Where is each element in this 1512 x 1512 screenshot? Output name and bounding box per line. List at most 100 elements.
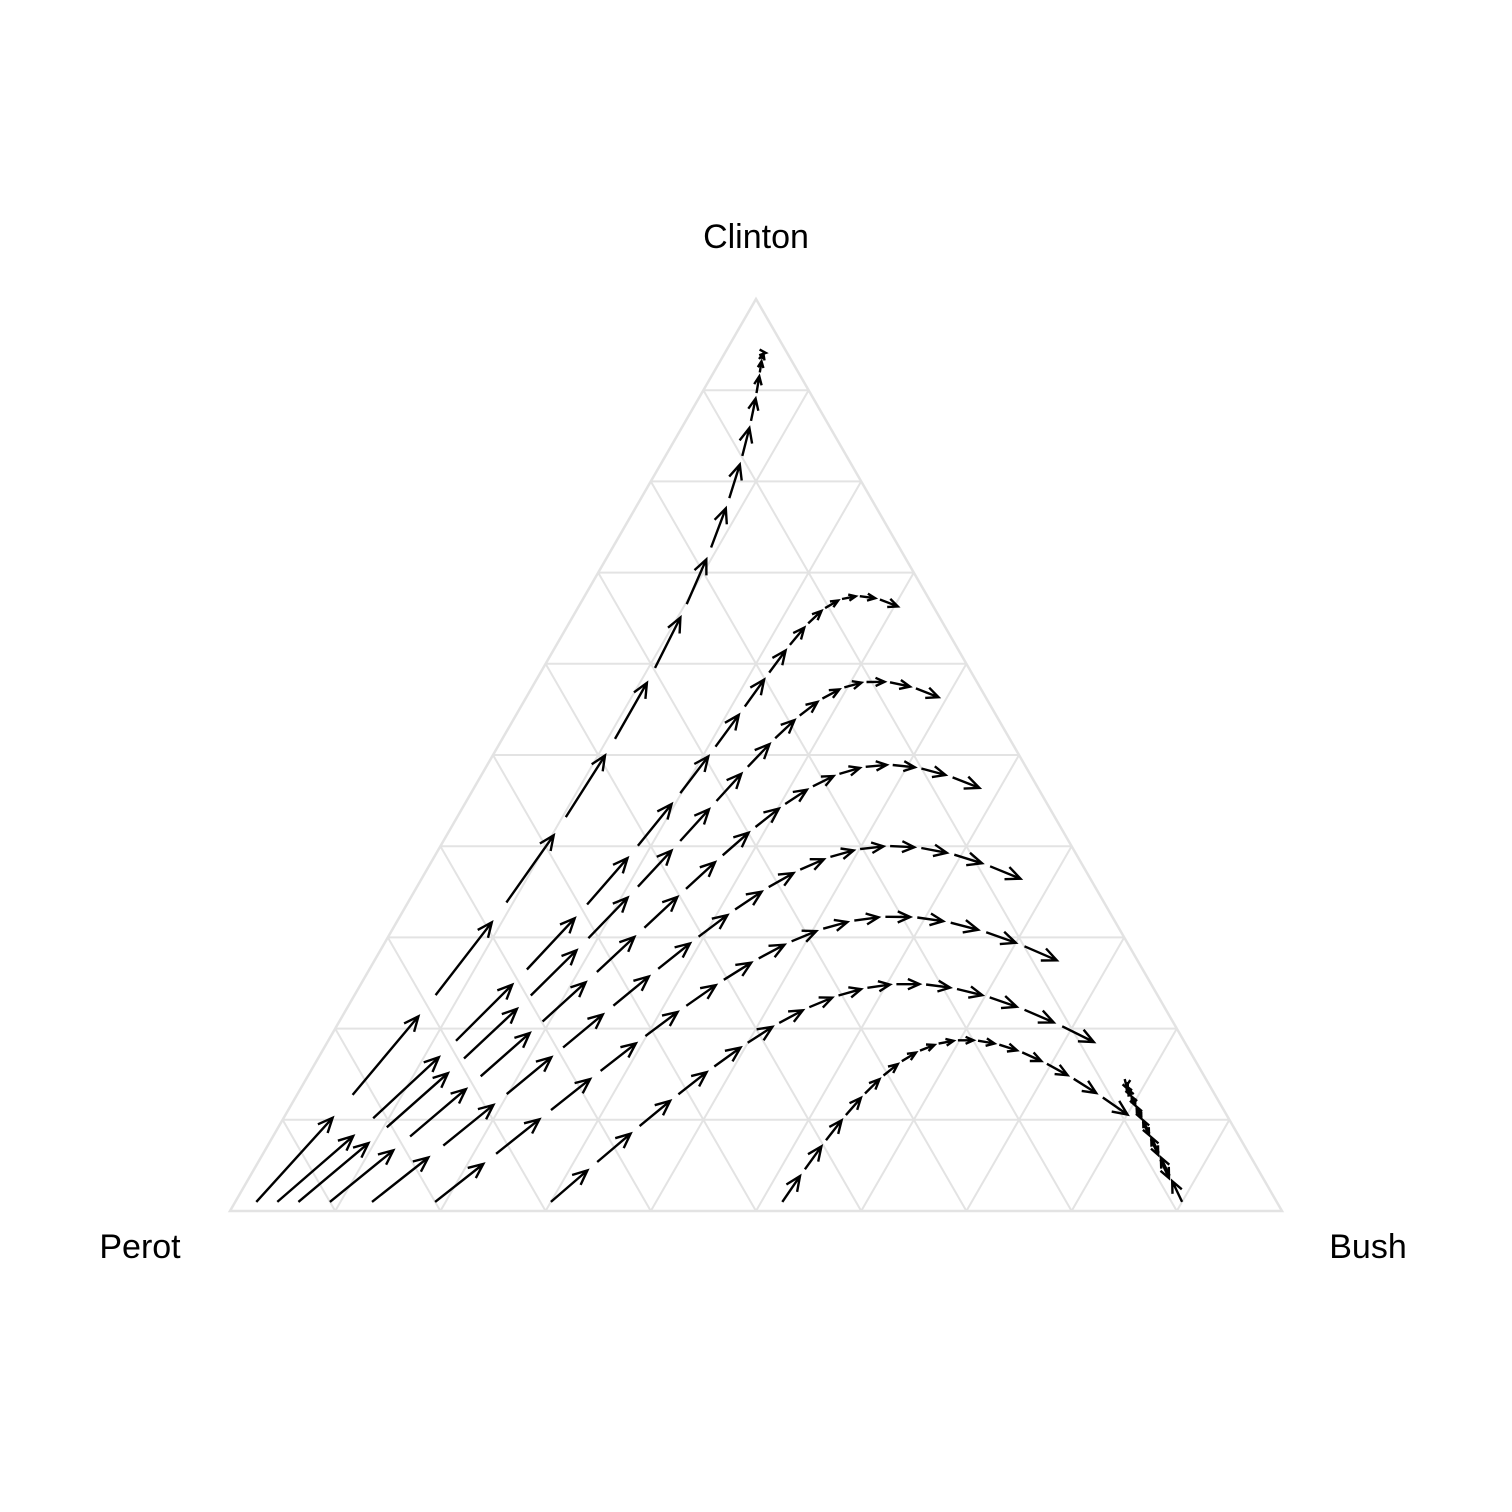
flow-arrow	[839, 765, 863, 777]
flow-arrow	[1024, 945, 1060, 962]
flow-arrow	[756, 358, 765, 373]
flow-arrow	[843, 680, 865, 690]
flow-arrow	[892, 760, 918, 773]
flow-arrow	[657, 941, 693, 970]
flow-arrow	[788, 625, 807, 646]
flow-arrow	[1021, 1051, 1044, 1063]
flow-arrow	[709, 505, 728, 548]
flow-arrow	[768, 871, 797, 889]
flow-arrow	[925, 979, 954, 993]
flow-arrow	[896, 977, 923, 991]
flow-arrow	[697, 913, 730, 938]
gridline-bush-5	[860, 845, 1073, 1212]
flow-arrow	[409, 1087, 469, 1138]
flow-arrow	[882, 1062, 901, 1077]
flow-arrow	[758, 943, 788, 960]
flow-arrow	[825, 1117, 844, 1142]
flow-arrow	[784, 788, 810, 806]
flow-arrow	[753, 373, 763, 394]
flow-arrow	[864, 1077, 882, 1095]
flow-arrow	[638, 1099, 673, 1128]
flow-arrow	[747, 1025, 775, 1044]
flow-arrow	[351, 1014, 421, 1096]
flow-arrow	[890, 840, 918, 854]
trajectory-6	[550, 977, 1097, 1203]
flow-arrow	[1046, 1062, 1071, 1077]
flow-arrow	[677, 1070, 709, 1096]
flow-arrow	[586, 855, 630, 906]
flow-arrow	[529, 948, 579, 997]
flow-arrow	[562, 1012, 606, 1049]
flow-arrow	[808, 996, 835, 1009]
flow-arrow	[596, 934, 637, 973]
flow-arrow	[643, 894, 680, 929]
flow-arrow	[791, 929, 820, 943]
flow-arrow	[587, 895, 630, 940]
flow-arrow	[613, 680, 649, 740]
vertex-label-bottom-right: Bush	[1329, 1228, 1407, 1266]
flow-arrow	[747, 395, 760, 422]
flow-arrow	[885, 910, 914, 924]
flow-arrow	[495, 1117, 542, 1155]
flow-arrow	[758, 348, 769, 357]
flow-arrows	[255, 348, 1184, 1203]
trajectory-8	[1121, 1078, 1184, 1203]
flow-arrow	[463, 1006, 520, 1060]
flow-arrow	[723, 961, 754, 981]
flow-arrow	[550, 1077, 593, 1112]
flow-arrow	[1141, 1121, 1151, 1138]
flow-arrow	[985, 930, 1019, 946]
flow-arrow	[1149, 1138, 1160, 1158]
flow-arrow	[799, 858, 827, 871]
flow-arrow	[550, 1168, 590, 1203]
gridline-perot-5	[439, 845, 652, 1212]
vertex-label-bottom-left: Perot	[99, 1228, 181, 1266]
flow-arrow	[952, 775, 983, 790]
flow-arrow	[1102, 1096, 1130, 1117]
flow-arrow	[807, 608, 824, 625]
flow-arrow	[917, 912, 947, 927]
flow-arrow	[854, 912, 882, 926]
flow-arrow	[637, 848, 674, 888]
flow-arrow	[505, 1055, 554, 1096]
flow-arrow	[541, 980, 588, 1023]
flow-arrow	[841, 593, 859, 602]
flow-arrow	[768, 648, 788, 674]
flow-arrow	[774, 718, 797, 740]
flow-arrow	[754, 806, 782, 828]
flow-arrow	[434, 1162, 486, 1203]
flow-arrow	[956, 985, 986, 999]
flow-arrow	[781, 1173, 802, 1203]
flow-arrow	[434, 919, 494, 996]
flow-arrow	[821, 688, 842, 700]
gridline-bush-0	[334, 389, 810, 1212]
flow-arrow	[636, 801, 674, 847]
flow-arrow	[1061, 1025, 1097, 1044]
flow-arrow	[679, 807, 711, 842]
flow-arrow	[989, 865, 1024, 881]
flow-arrow	[901, 1051, 919, 1063]
flow-arrow	[921, 765, 949, 779]
gridline-perot-8	[281, 1119, 337, 1212]
gridline-perot-2	[597, 572, 968, 1212]
flow-arrow	[442, 1103, 496, 1147]
flow-arrow	[1073, 1077, 1099, 1095]
flow-arrow	[822, 918, 851, 932]
flow-arrow	[915, 686, 942, 700]
flow-arrow	[679, 754, 711, 794]
flow-arrow	[371, 1155, 431, 1203]
trajectory-4	[371, 840, 1024, 1203]
flow-arrow	[653, 614, 682, 669]
gridline-bush-7	[1070, 1028, 1178, 1212]
trajectory-1	[276, 592, 901, 1203]
flow-arrow	[919, 1043, 938, 1052]
flow-arrow	[372, 1055, 441, 1120]
flow-arrow	[612, 974, 652, 1007]
flow-arrow	[921, 843, 950, 858]
flow-arrow	[803, 1144, 824, 1171]
gridline-perot-4	[492, 754, 757, 1212]
flow-arrow	[867, 980, 893, 993]
flow-arrow	[977, 1037, 998, 1047]
flow-arrow	[596, 1131, 633, 1163]
